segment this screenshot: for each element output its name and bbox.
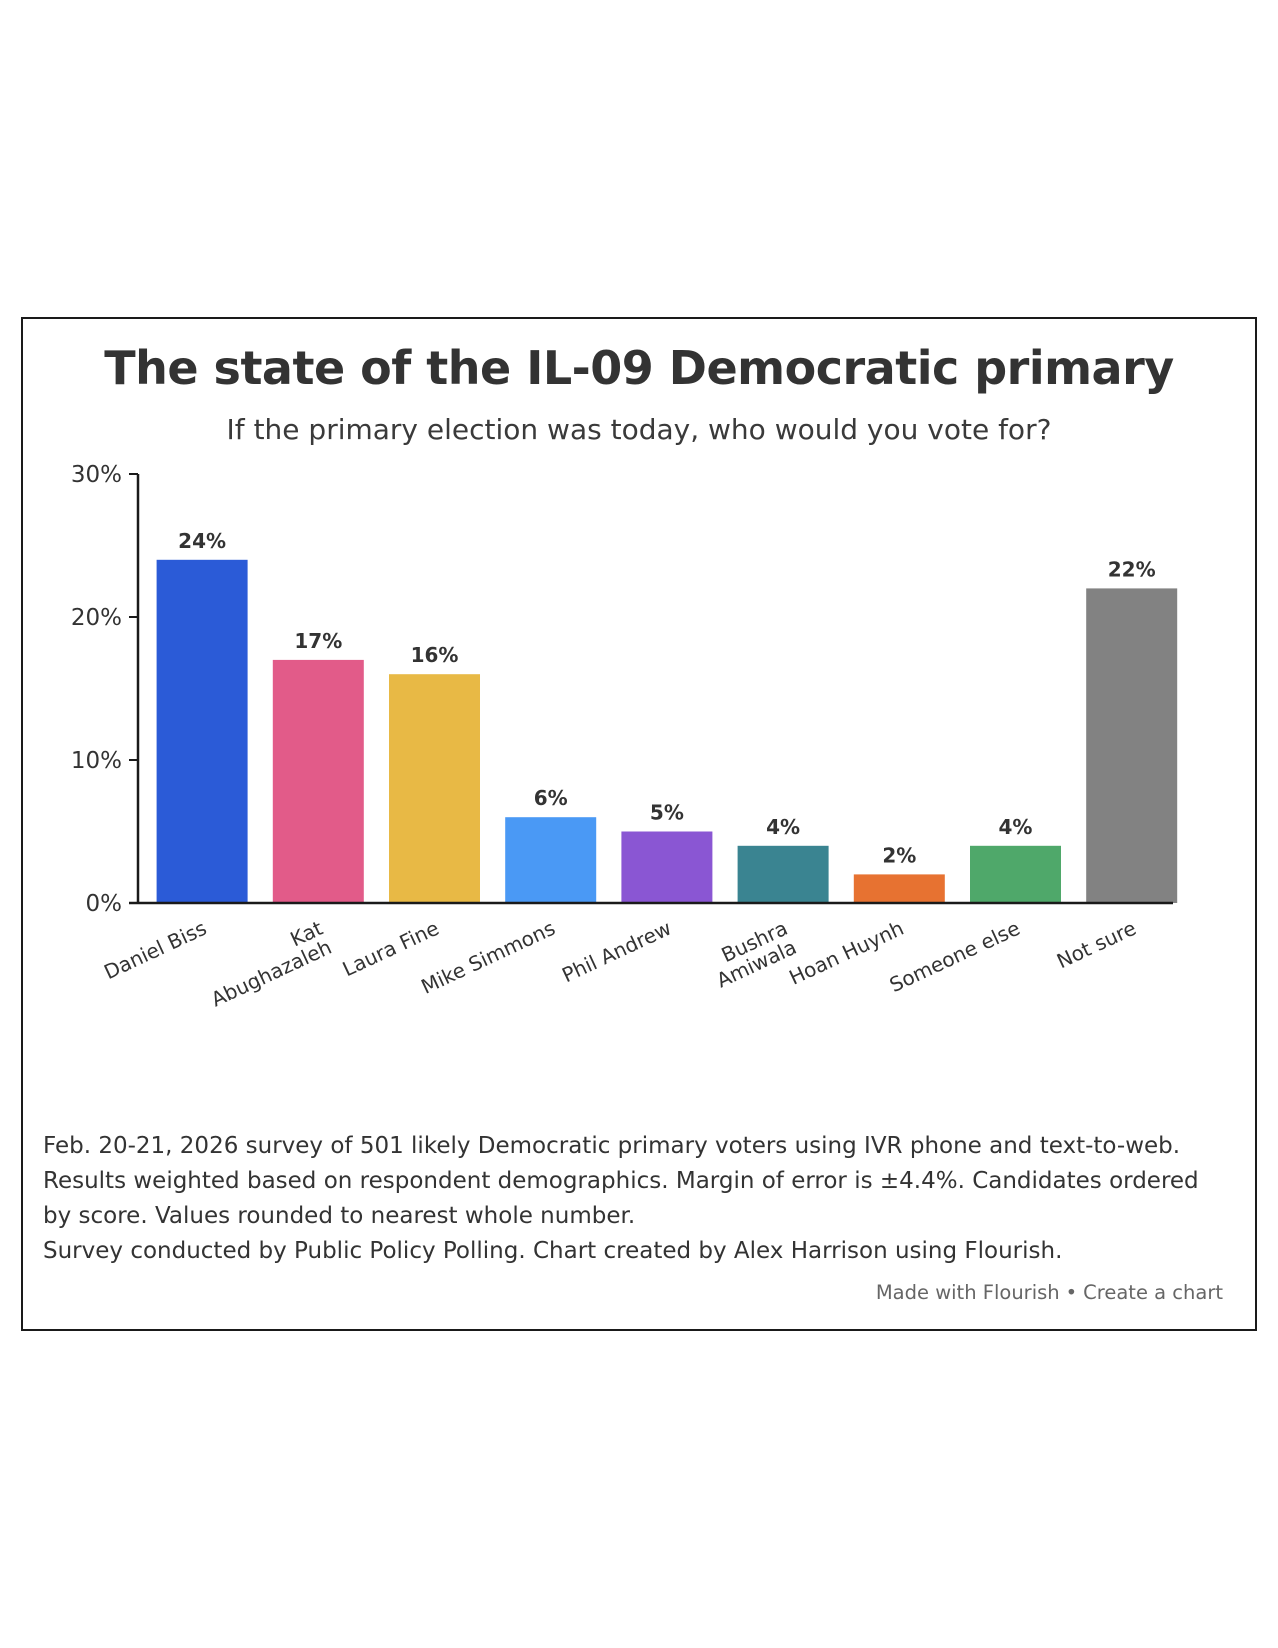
bar[interactable]	[737, 845, 829, 903]
footnote-line-3: Survey conducted by Public Policy Pollin…	[43, 1238, 1063, 1264]
x-tick-label: KatAbughazaleh	[198, 916, 335, 1012]
data-label: 16%	[411, 643, 459, 667]
data-label: 5%	[650, 801, 684, 825]
chart-footnote: Feb. 20-21, 2026 survey of 501 likely De…	[43, 1129, 1233, 1269]
bar[interactable]	[505, 817, 597, 903]
data-label: 2%	[882, 843, 916, 867]
y-tick-label: 10%	[71, 748, 122, 774]
y-tick-label: 30%	[71, 462, 122, 488]
x-tick-label: Daniel Biss	[100, 916, 210, 984]
chart-subtitle: If the primary election was today, who w…	[226, 413, 1052, 446]
bar[interactable]	[1086, 588, 1178, 903]
data-label: 24%	[178, 529, 226, 553]
chart-credits: Made with Flourish • Create a chart	[876, 1281, 1223, 1304]
bar[interactable]	[156, 559, 248, 903]
data-label: 4%	[999, 815, 1033, 839]
x-tick-label: BushraAmiwala	[704, 916, 800, 993]
bar-chart: 0% 10% 20% 30% 24% Daniel Biss 17% KatAbughazal…	[71, 462, 1178, 1012]
footnote-line-2: Results weighted based on respondent dem…	[43, 1168, 1199, 1229]
data-label: 4%	[766, 815, 800, 839]
bar[interactable]	[853, 874, 945, 903]
chart-title: The state of the IL-09 Democratic primar…	[104, 341, 1174, 395]
bar[interactable]	[389, 674, 480, 903]
bar[interactable]	[272, 659, 364, 903]
x-tick-label: Not sure	[1053, 916, 1140, 974]
credits-separator: •	[1065, 1281, 1078, 1304]
create-a-chart-link[interactable]: Create a chart	[1083, 1281, 1223, 1304]
x-tick-label: Someone else	[886, 916, 1024, 997]
footnote-line-1: Feb. 20-21, 2026 survey of 501 likely De…	[43, 1133, 1181, 1159]
y-tick-label: 20%	[71, 605, 122, 631]
data-label: 6%	[534, 786, 568, 810]
x-tick-label: Phil Andrew	[558, 916, 675, 988]
y-tick-label: 0%	[86, 891, 123, 917]
data-label: 22%	[1108, 557, 1156, 581]
bar[interactable]	[970, 845, 1061, 903]
made-with-flourish-link[interactable]: Made with Flourish	[875, 1281, 1060, 1304]
chart-frame: The state of the IL-09 Democratic primar…	[21, 317, 1257, 1331]
x-tick-label: Mike Simmons	[417, 916, 558, 999]
data-label: 17%	[294, 629, 342, 653]
bar[interactable]	[621, 831, 713, 904]
